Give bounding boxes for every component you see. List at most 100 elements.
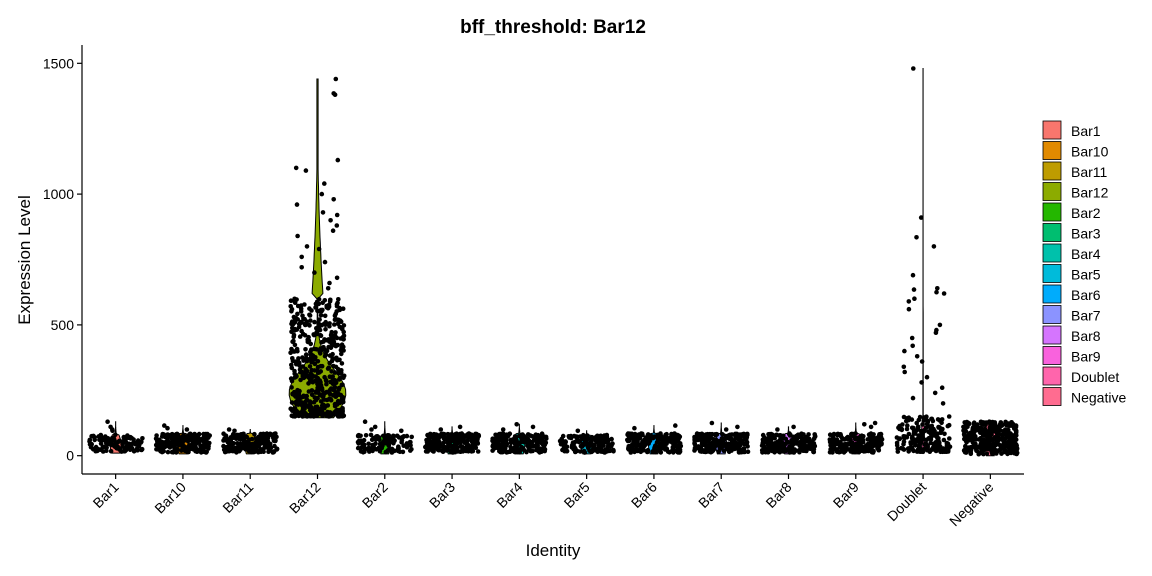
- data-point: [238, 441, 243, 447]
- data-point: [318, 313, 324, 318]
- data-point: [323, 322, 328, 328]
- x-tick-label: Doublet: [884, 479, 930, 525]
- violin-group-doublet: [894, 66, 953, 455]
- data-point: [317, 327, 323, 333]
- data-point: [341, 373, 347, 379]
- data-point: [252, 431, 257, 437]
- data-point: [449, 436, 455, 441]
- data-point: [339, 325, 345, 331]
- data-point: [496, 433, 502, 439]
- data-point: [445, 438, 451, 443]
- legend-swatch: [1042, 243, 1062, 263]
- data-point: [667, 450, 672, 455]
- data-point-outlier: [335, 157, 341, 163]
- data-point: [527, 440, 533, 446]
- data-point: [811, 436, 817, 442]
- data-point: [520, 432, 525, 437]
- data-point: [516, 441, 522, 447]
- data-point: [165, 449, 171, 455]
- x-tick-label: Bar6: [628, 479, 660, 511]
- data-point: [122, 448, 128, 454]
- data-point: [670, 433, 676, 438]
- data-point-outlier: [332, 92, 338, 97]
- legend-item-bar2: Bar2: [1042, 202, 1101, 222]
- data-point-outlier: [924, 374, 930, 380]
- data-point: [339, 345, 344, 351]
- legend-label: Bar12: [1071, 185, 1109, 201]
- data-point: [903, 434, 908, 439]
- data-point: [324, 397, 330, 403]
- data-point: [135, 448, 140, 453]
- data-point: [543, 434, 549, 440]
- data-point: [460, 436, 466, 441]
- data-point: [386, 447, 392, 452]
- data-point: [202, 439, 208, 445]
- data-point: [308, 376, 314, 382]
- data-point: [509, 438, 515, 444]
- data-point: [517, 449, 522, 455]
- data-point: [921, 429, 927, 434]
- data-point: [560, 433, 566, 439]
- data-point: [906, 417, 911, 423]
- data-point: [196, 435, 201, 440]
- data-point-outlier: [294, 202, 300, 207]
- data-point: [576, 439, 582, 445]
- data-point: [341, 333, 347, 339]
- data-point: [463, 434, 469, 439]
- data-point: [401, 434, 407, 439]
- data-point: [472, 443, 478, 449]
- data-point: [337, 305, 342, 311]
- data-point: [604, 434, 610, 440]
- data-point: [737, 440, 743, 446]
- legend-swatch: [1042, 182, 1062, 201]
- data-point: [380, 439, 386, 445]
- data-point: [643, 439, 649, 445]
- data-point: [338, 392, 344, 398]
- data-point: [339, 361, 345, 366]
- data-point: [875, 446, 881, 451]
- violin-group-bar5: [557, 428, 616, 455]
- data-point: [1011, 437, 1016, 443]
- data-point: [469, 439, 475, 444]
- data-point-outlier: [918, 215, 924, 220]
- data-point: [932, 431, 937, 437]
- data-point: [733, 432, 739, 437]
- data-point: [920, 422, 925, 427]
- data-point: [664, 431, 669, 437]
- data-point: [703, 449, 708, 455]
- data-point: [671, 447, 676, 453]
- data-point: [851, 447, 856, 452]
- data-point: [425, 449, 431, 454]
- data-point: [493, 440, 499, 446]
- data-point-outlier: [312, 270, 317, 275]
- data-point: [317, 308, 322, 314]
- data-point: [640, 432, 645, 438]
- data-point-outlier: [910, 395, 916, 401]
- data-point: [265, 435, 270, 440]
- data-point: [917, 414, 923, 420]
- data-point: [291, 314, 297, 320]
- data-point: [334, 302, 340, 307]
- data-point: [982, 438, 987, 443]
- data-point: [728, 436, 734, 441]
- data-point: [452, 442, 458, 448]
- data-point: [315, 381, 320, 387]
- data-point: [321, 339, 326, 344]
- data-point: [638, 449, 644, 455]
- data-point: [528, 433, 533, 438]
- data-point: [122, 439, 127, 445]
- data-point: [292, 320, 298, 325]
- data-point: [778, 433, 783, 438]
- data-point: [337, 410, 343, 416]
- data-point: [604, 449, 609, 454]
- data-point: [429, 447, 435, 452]
- data-point: [659, 434, 664, 439]
- data-point: [658, 450, 664, 455]
- data-point-outlier: [293, 165, 299, 171]
- data-point: [333, 342, 339, 348]
- data-point: [857, 434, 863, 440]
- data-point: [322, 374, 327, 380]
- data-point: [131, 449, 137, 454]
- data-point: [562, 443, 568, 448]
- data-point: [667, 436, 673, 442]
